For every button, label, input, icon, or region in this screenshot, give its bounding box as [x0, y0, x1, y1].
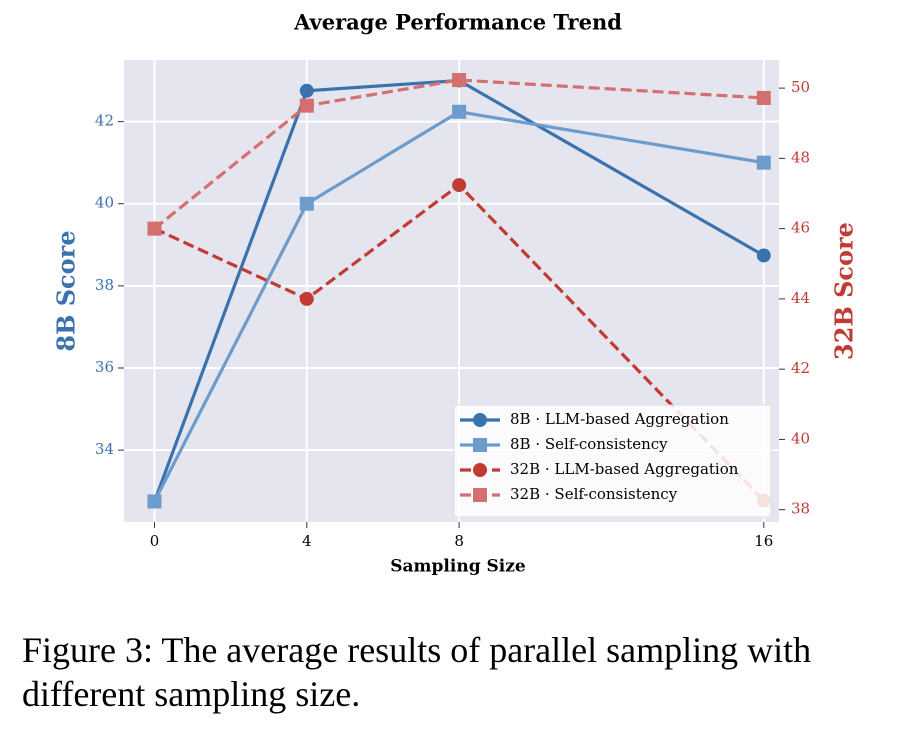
y-tick-label: 38 — [95, 276, 114, 294]
y-tick-label: 40 — [95, 194, 114, 212]
legend-marker — [473, 463, 487, 477]
marker — [299, 83, 314, 98]
legend-box — [453, 404, 772, 518]
legend-label: 32B · LLM-based Aggregation — [510, 460, 739, 478]
x-tick-label: 0 — [150, 532, 160, 550]
marker — [452, 178, 467, 193]
legend-marker — [473, 438, 487, 452]
y-tick-label: 42 — [95, 112, 114, 130]
legend-marker — [473, 413, 487, 427]
legend-label: 8B · Self-consistency — [510, 435, 668, 453]
legend-marker — [473, 488, 487, 502]
y2-tick-label: 50 — [791, 78, 810, 96]
y2-tick-label: 44 — [791, 289, 810, 307]
x-axis-label: Sampling Size — [390, 557, 526, 577]
y2-tick-label: 40 — [791, 429, 810, 447]
series-line — [153, 110, 765, 503]
caption: Figure 3: The average results of paralle… — [22, 630, 812, 714]
marker — [452, 73, 467, 88]
series-line — [153, 182, 765, 502]
chart-title: Average Performance Trend — [293, 10, 622, 35]
marker — [299, 196, 314, 211]
y-axis-label: 8B Score — [52, 230, 81, 351]
y2-tick-label: 48 — [791, 148, 810, 166]
marker — [299, 291, 314, 306]
marker — [452, 104, 467, 119]
marker — [147, 221, 162, 236]
series-line — [153, 78, 764, 230]
legend: 8B · LLM-based Aggregation 8B · Self-cons… — [453, 404, 772, 518]
y2-tick-label: 42 — [791, 359, 810, 377]
y-tick-label: 36 — [95, 358, 114, 376]
x-tick-label: 8 — [454, 532, 464, 550]
y2-tick-label: 46 — [791, 219, 810, 237]
y-tick-label: 34 — [95, 440, 114, 458]
marker — [756, 155, 771, 170]
marker — [756, 90, 771, 105]
y2-axis-label: 32B Score — [830, 222, 859, 360]
y2-tick-label: 38 — [791, 500, 810, 518]
legend-label: 8B · LLM-based Aggregation — [510, 410, 729, 428]
x-tick-label: 16 — [754, 532, 773, 550]
chart: Average Performance Trend Sampling Size … — [52, 10, 859, 577]
marker — [299, 98, 314, 113]
x-tick-label: 4 — [302, 532, 312, 550]
legend-label: 32B · Self-consistency — [510, 485, 678, 503]
marker — [756, 248, 771, 263]
series-line — [152, 78, 765, 503]
marker — [147, 494, 162, 509]
